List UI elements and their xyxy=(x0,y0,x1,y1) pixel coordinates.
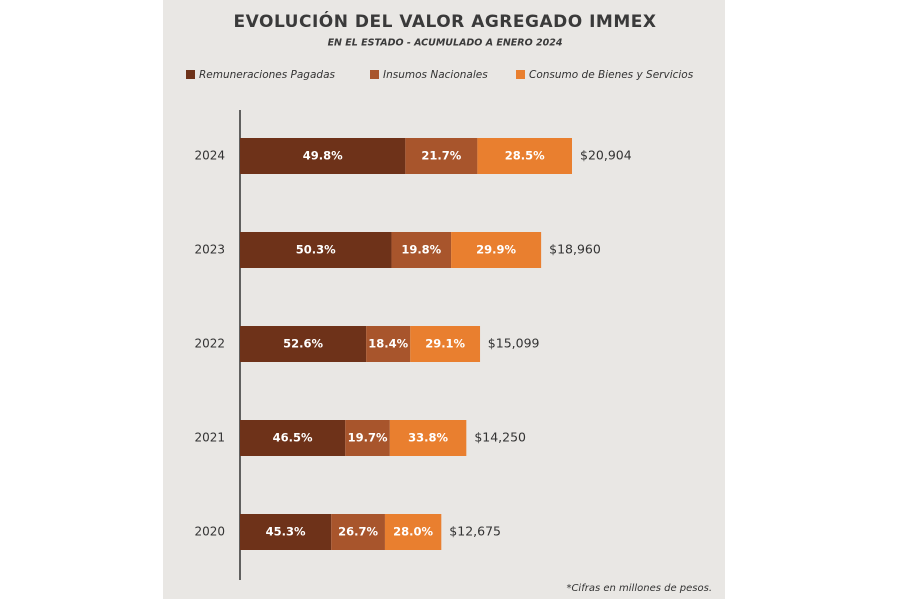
bar-segment xyxy=(391,232,452,268)
data-label: 50.3% xyxy=(296,243,336,257)
legend-label: Remuneraciones Pagadas xyxy=(199,69,336,81)
bar-segment xyxy=(410,326,481,362)
data-label: 52.6% xyxy=(283,337,323,351)
bar-segment xyxy=(389,420,467,456)
bar-segment xyxy=(451,232,542,268)
chart-title: EVOLUCIÓN DEL VALOR AGREGADO IMMEX xyxy=(234,10,657,32)
data-label: 33.8% xyxy=(408,431,448,445)
data-label: 49.8% xyxy=(303,149,343,163)
y-tick-label: 2023 xyxy=(194,243,225,257)
bar-segment xyxy=(345,420,390,456)
bar-segment xyxy=(477,138,572,174)
data-label: 19.7% xyxy=(348,431,388,445)
y-tick-label: 2022 xyxy=(194,337,225,351)
total-label: $15,099 xyxy=(488,336,540,351)
bar-segment xyxy=(366,326,411,362)
total-label: $18,960 xyxy=(549,242,601,257)
total-label: $14,250 xyxy=(474,430,526,445)
bar-segment xyxy=(240,232,392,268)
legend-swatch xyxy=(370,70,379,79)
bar-segment xyxy=(240,420,346,456)
data-label: 28.0% xyxy=(393,525,433,539)
legend-label: Consumo de Bienes y Servicios xyxy=(529,69,694,81)
bar-segment xyxy=(240,514,332,550)
bar-segment xyxy=(331,514,385,550)
y-tick-label: 2021 xyxy=(194,431,225,445)
bar-segment xyxy=(240,138,406,174)
data-label: 46.5% xyxy=(273,431,313,445)
data-label: 21.7% xyxy=(421,149,461,163)
bar-segment xyxy=(384,514,442,550)
footnote: *Cifras en millones de pesos. xyxy=(566,583,712,594)
data-label: 18.4% xyxy=(368,337,408,351)
data-label: 26.7% xyxy=(338,525,378,539)
legend-swatch xyxy=(516,70,525,79)
data-label: 28.5% xyxy=(505,149,545,163)
total-label: $20,904 xyxy=(580,148,632,163)
y-tick-label: 2020 xyxy=(194,525,225,539)
chart-subtitle: EN EL ESTADO - ACUMULADO A ENERO 2024 xyxy=(328,38,563,49)
bar-segment xyxy=(405,138,478,174)
data-label: 45.3% xyxy=(266,525,306,539)
data-label: 29.1% xyxy=(425,337,465,351)
legend-swatch xyxy=(186,70,195,79)
data-label: 29.9% xyxy=(476,243,516,257)
data-label: 19.8% xyxy=(401,243,441,257)
y-tick-label: 2024 xyxy=(194,149,225,163)
legend-label: Insumos Nacionales xyxy=(383,69,488,81)
bar-segment xyxy=(240,326,367,362)
panel xyxy=(163,0,725,599)
total-label: $12,675 xyxy=(449,524,501,539)
